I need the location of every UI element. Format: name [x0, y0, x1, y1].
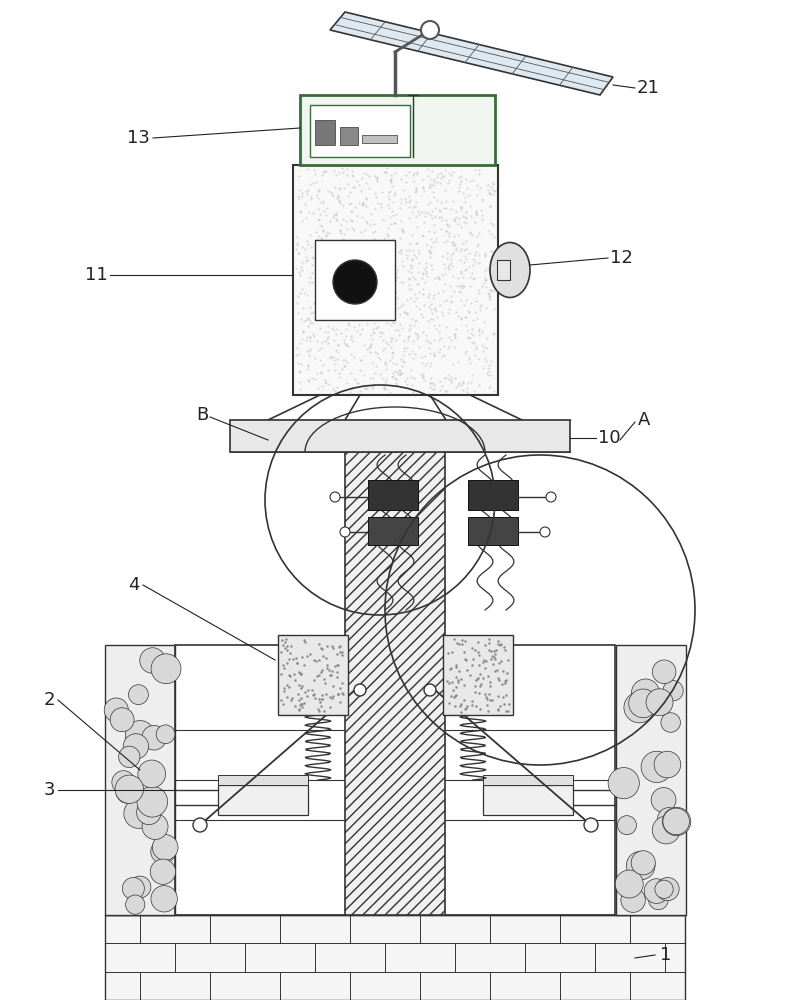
- Bar: [293, 165, 498, 395]
- Circle shape: [657, 808, 680, 830]
- Circle shape: [340, 527, 350, 537]
- Circle shape: [153, 835, 178, 860]
- Text: B: B: [195, 406, 208, 424]
- Circle shape: [615, 870, 643, 898]
- Bar: [483, 785, 573, 815]
- Circle shape: [631, 851, 655, 875]
- Polygon shape: [330, 12, 613, 95]
- Bar: [105, 645, 175, 915]
- Circle shape: [123, 734, 149, 759]
- Bar: [105, 915, 685, 1000]
- Text: 4: 4: [128, 576, 140, 594]
- Circle shape: [621, 888, 645, 912]
- Circle shape: [546, 492, 556, 502]
- Circle shape: [644, 879, 669, 903]
- Bar: [315, 120, 335, 145]
- Bar: [278, 635, 348, 715]
- Bar: [497, 260, 510, 280]
- Circle shape: [110, 708, 134, 732]
- Circle shape: [663, 808, 690, 835]
- Circle shape: [116, 780, 139, 803]
- Circle shape: [193, 818, 207, 832]
- Circle shape: [333, 260, 377, 304]
- Circle shape: [128, 685, 149, 705]
- Circle shape: [631, 679, 660, 707]
- Bar: [345, 440, 445, 915]
- Circle shape: [626, 851, 655, 880]
- Bar: [218, 785, 308, 815]
- Ellipse shape: [490, 242, 530, 298]
- Bar: [218, 775, 308, 785]
- Circle shape: [112, 771, 135, 794]
- Circle shape: [540, 527, 550, 537]
- Text: 11: 11: [85, 266, 108, 284]
- Circle shape: [661, 713, 680, 732]
- Circle shape: [104, 698, 128, 722]
- Bar: [616, 645, 686, 915]
- Circle shape: [115, 775, 143, 803]
- Text: 13: 13: [127, 129, 150, 147]
- Bar: [175, 645, 615, 915]
- Circle shape: [156, 725, 175, 744]
- Circle shape: [629, 689, 657, 718]
- Circle shape: [330, 492, 340, 502]
- Text: 3: 3: [44, 781, 55, 799]
- Circle shape: [608, 768, 639, 799]
- Circle shape: [125, 721, 154, 750]
- Circle shape: [649, 890, 668, 910]
- Circle shape: [662, 807, 691, 836]
- Circle shape: [655, 880, 673, 898]
- Circle shape: [124, 799, 153, 828]
- Circle shape: [651, 788, 676, 812]
- Bar: [468, 517, 518, 545]
- Circle shape: [151, 654, 181, 684]
- Circle shape: [421, 21, 439, 39]
- Circle shape: [424, 684, 436, 696]
- Bar: [230, 420, 570, 452]
- Text: 1: 1: [660, 946, 672, 964]
- Circle shape: [653, 816, 680, 844]
- Circle shape: [123, 877, 144, 900]
- Circle shape: [663, 681, 683, 701]
- Circle shape: [137, 786, 168, 817]
- Circle shape: [126, 895, 145, 914]
- Circle shape: [354, 684, 366, 696]
- Text: 21: 21: [637, 79, 660, 97]
- Circle shape: [151, 839, 175, 864]
- Circle shape: [618, 816, 637, 835]
- Circle shape: [142, 813, 168, 840]
- Circle shape: [653, 660, 676, 684]
- Bar: [368, 480, 418, 510]
- Text: 12: 12: [610, 249, 633, 267]
- Circle shape: [129, 876, 151, 898]
- Circle shape: [624, 692, 655, 723]
- Circle shape: [142, 725, 166, 750]
- Circle shape: [151, 886, 177, 912]
- Circle shape: [654, 751, 681, 778]
- Circle shape: [140, 648, 165, 673]
- Text: 10: 10: [598, 429, 621, 447]
- Bar: [443, 635, 513, 715]
- Bar: [468, 480, 518, 510]
- Text: A: A: [638, 411, 650, 429]
- Circle shape: [150, 859, 176, 884]
- Circle shape: [119, 746, 140, 767]
- Circle shape: [138, 760, 165, 788]
- Circle shape: [656, 878, 679, 901]
- Circle shape: [641, 751, 672, 783]
- Circle shape: [584, 818, 598, 832]
- Bar: [483, 775, 573, 785]
- Bar: [340, 127, 358, 145]
- Bar: [315, 240, 395, 320]
- Circle shape: [137, 800, 161, 825]
- Circle shape: [646, 689, 673, 716]
- Bar: [300, 95, 495, 165]
- Bar: [310, 105, 410, 157]
- Bar: [368, 517, 418, 545]
- Bar: [362, 135, 397, 143]
- Circle shape: [668, 810, 689, 831]
- Text: 2: 2: [44, 691, 55, 709]
